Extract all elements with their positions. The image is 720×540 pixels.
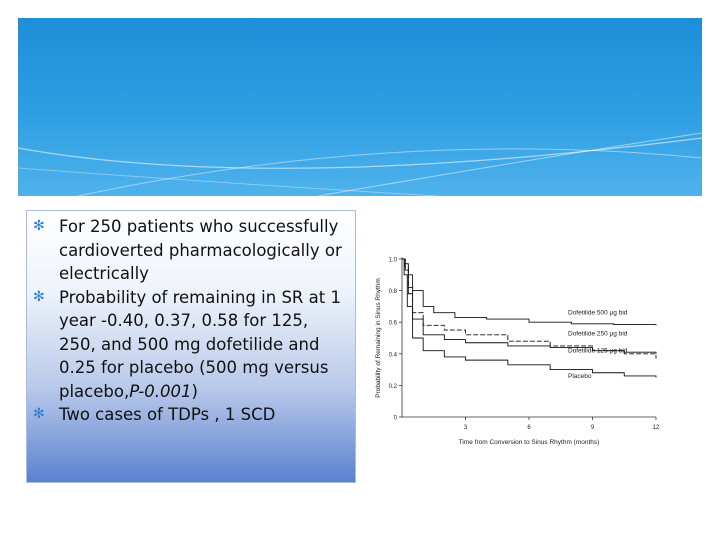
series-label: Placebo (568, 373, 592, 380)
bullet-item: ✻ Two cases of TDPs , 1 SCD (31, 403, 349, 427)
asterisk-icon: ✻ (33, 288, 45, 305)
y-tick-label: 0 (394, 416, 398, 422)
header-band (18, 18, 702, 196)
bullet-content-box: ✻ For 250 patients who successfully card… (26, 210, 356, 483)
p-value: P-0.001 (129, 381, 192, 401)
bullet-text: Probability of remaining in SR at 1 year… (59, 287, 341, 401)
y-axis-label: Probability of Remaining in Sinus Rhythm (375, 278, 382, 398)
bullet-text: Two cases of TDPs , 1 SCD (59, 405, 276, 424)
x-tick-label: 12 (653, 425, 660, 431)
asterisk-icon: ✻ (33, 406, 45, 422)
series-line (402, 258, 657, 354)
series-label: Dofetilide 125 μg bid (568, 348, 628, 355)
kaplan-meier-chart: 0 0.2 0.4 0.6 0.8 1.0 3 6 9 12 Time from Conversio… (375, 257, 660, 446)
series-label: Dofetilide 500 μg bid (568, 310, 628, 317)
y-tick-label: 0.6 (389, 321, 398, 327)
y-tick-label: 0.8 (389, 289, 398, 295)
bullet-list: ✻ For 250 patients who successfully card… (27, 211, 355, 427)
x-tick-label: 9 (591, 425, 595, 431)
y-tick-label: 1.0 (389, 258, 398, 264)
series-label: Dofetilide 250 μg bid (568, 330, 628, 337)
y-tick-label: 0.2 (389, 384, 398, 390)
series-line (402, 258, 657, 359)
bullet-text: For 250 patients who successfully cardio… (59, 217, 342, 283)
series-line (402, 258, 657, 378)
asterisk-icon: ✻ (33, 218, 45, 234)
decorative-swoosh-lines (18, 132, 702, 196)
x-tick-label: 3 (464, 425, 468, 431)
bullet-item: ✻ Probability of remaining in SR at 1 ye… (31, 286, 349, 404)
x-tick-label: 6 (527, 425, 531, 431)
bullet-close: ) (191, 381, 198, 401)
x-axis-label: Time from Conversion to Sinus Rhythm (mo… (459, 439, 600, 446)
bullet-item: ✻ For 250 patients who successfully card… (31, 215, 349, 286)
y-tick-label: 0.4 (389, 352, 398, 358)
